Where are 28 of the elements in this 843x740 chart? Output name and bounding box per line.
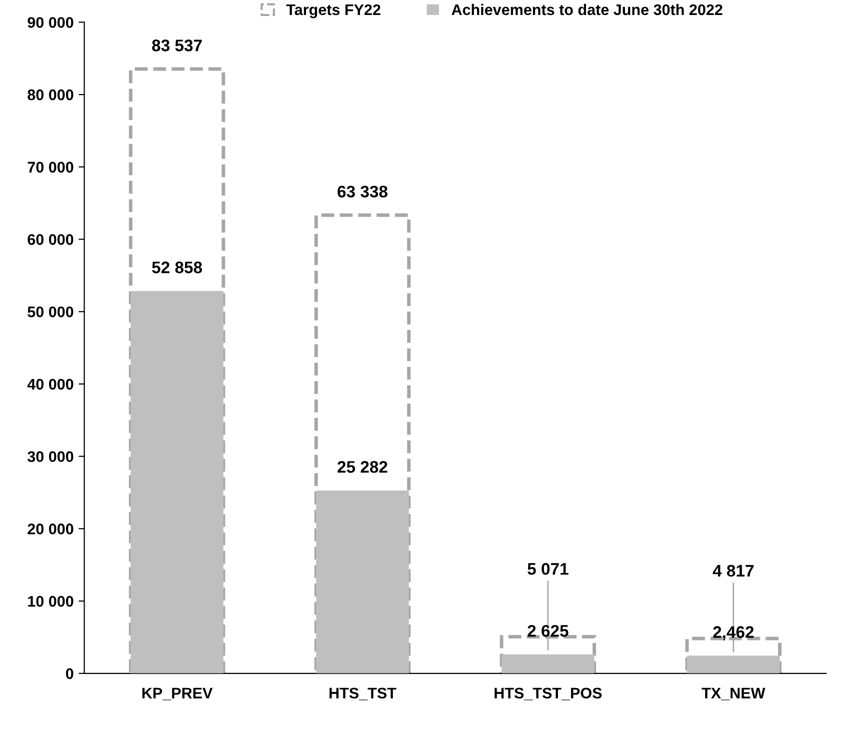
data-label: 63 338 [338,186,388,198]
bar [316,490,409,674]
data-label: 2,462 [713,626,754,640]
y-tick-label: 70 000 [28,162,74,173]
y-tick-label: 40 000 [27,378,74,390]
legend-label: Achievements to date June 30th 2022 [452,4,722,16]
y-tick-label: 60 000 [28,234,74,245]
x-tick-label: TX_NEW [702,688,766,700]
x-tick-label: HTS_TST_POS [494,688,602,700]
data-label: 2 625 [528,624,568,637]
bar [687,656,780,674]
y-tick-label: 90 000 [28,17,74,28]
bar [502,654,594,674]
legend-label: Targets FY22 [286,4,380,18]
y-tick-label: 20 000 [28,524,74,534]
data-label: 83 537 [152,40,202,52]
x-tick-label: HTS_TST [330,688,396,700]
data-label: 25 282 [338,461,388,473]
y-tick-label: 0 [66,668,74,680]
data-label: 4 817 [712,564,754,577]
data-label: 5 071 [528,563,568,575]
data-label: 52 858 [152,262,202,274]
y-tick-label: 80 000 [28,89,74,100]
bar [130,290,224,674]
y-tick-label: 30 000 [28,451,74,462]
y-tick-label: 50 000 [28,306,74,318]
x-tick-label: KP_PREV [142,688,213,700]
y-tick-label: 10 000 [28,596,74,607]
